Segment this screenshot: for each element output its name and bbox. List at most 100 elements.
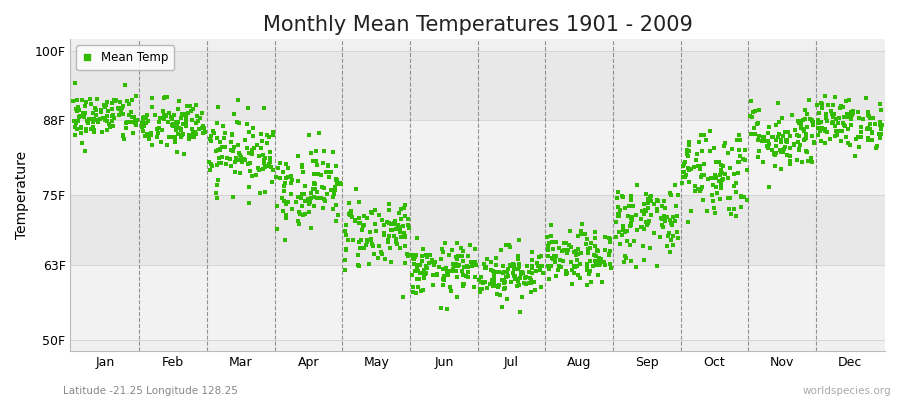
- Point: [675, 180, 689, 186]
- Point: [407, 261, 421, 267]
- Point: [804, 154, 818, 161]
- Point: [526, 279, 541, 285]
- Point: [320, 169, 335, 176]
- Point: [829, 116, 843, 122]
- Point: [608, 234, 623, 241]
- Point: [533, 267, 547, 273]
- Point: [224, 147, 238, 154]
- Point: [158, 112, 173, 119]
- Point: [269, 174, 284, 180]
- Point: [365, 242, 380, 249]
- Point: [755, 138, 770, 145]
- Point: [85, 101, 99, 107]
- Point: [571, 246, 585, 252]
- Point: [704, 175, 718, 181]
- Point: [658, 218, 672, 224]
- Point: [67, 98, 81, 104]
- Point: [814, 126, 829, 132]
- Point: [467, 283, 482, 290]
- Point: [327, 190, 341, 197]
- Point: [101, 107, 115, 114]
- Point: [246, 125, 260, 131]
- Point: [494, 247, 508, 254]
- Point: [687, 164, 701, 170]
- Point: [418, 274, 432, 281]
- Point: [382, 220, 396, 226]
- Point: [398, 260, 412, 266]
- Point: [670, 192, 685, 198]
- Point: [622, 202, 636, 209]
- Point: [582, 245, 597, 252]
- Point: [564, 258, 579, 265]
- Point: [647, 201, 662, 208]
- Point: [498, 279, 512, 286]
- Point: [854, 124, 868, 130]
- Point: [418, 266, 432, 273]
- Point: [677, 169, 691, 175]
- Point: [771, 119, 786, 126]
- Point: [723, 165, 737, 172]
- Point: [460, 274, 474, 280]
- Point: [500, 269, 514, 276]
- Point: [577, 230, 591, 237]
- Point: [95, 114, 110, 121]
- Point: [817, 140, 832, 146]
- Point: [78, 102, 93, 109]
- Point: [714, 178, 728, 185]
- Point: [317, 148, 331, 154]
- Point: [170, 149, 184, 155]
- Point: [569, 252, 583, 258]
- Point: [714, 182, 728, 188]
- Point: [688, 188, 703, 194]
- Point: [463, 242, 477, 248]
- Point: [94, 107, 108, 114]
- Point: [277, 188, 292, 195]
- Point: [864, 137, 878, 144]
- Point: [161, 118, 176, 125]
- Point: [328, 163, 343, 169]
- Point: [137, 120, 151, 127]
- Point: [330, 181, 345, 188]
- Point: [691, 139, 706, 145]
- Point: [560, 270, 574, 276]
- Point: [620, 238, 634, 244]
- Point: [179, 119, 194, 125]
- Point: [377, 222, 392, 228]
- Point: [124, 119, 139, 125]
- Point: [529, 268, 544, 274]
- Point: [256, 152, 270, 158]
- Point: [516, 270, 530, 276]
- Point: [323, 187, 338, 194]
- Point: [818, 126, 832, 132]
- Point: [263, 159, 277, 165]
- Point: [628, 264, 643, 270]
- Point: [556, 257, 571, 264]
- Point: [827, 123, 842, 129]
- Point: [776, 133, 790, 140]
- Point: [727, 206, 742, 212]
- Point: [727, 171, 742, 177]
- Point: [112, 106, 126, 113]
- Point: [251, 153, 266, 160]
- Point: [271, 164, 285, 171]
- Point: [841, 114, 855, 120]
- Point: [534, 252, 548, 259]
- Point: [140, 112, 154, 118]
- Point: [644, 193, 658, 199]
- Point: [541, 243, 555, 249]
- Point: [86, 110, 100, 116]
- Point: [254, 145, 268, 151]
- Point: [450, 256, 464, 262]
- Point: [675, 169, 689, 176]
- Point: [238, 137, 252, 143]
- Point: [436, 276, 451, 282]
- Point: [814, 125, 829, 132]
- Point: [77, 110, 92, 116]
- Point: [294, 191, 309, 197]
- Point: [835, 128, 850, 135]
- Point: [434, 305, 448, 311]
- Point: [127, 114, 141, 120]
- Point: [860, 112, 875, 118]
- Point: [357, 245, 372, 251]
- Point: [497, 269, 511, 275]
